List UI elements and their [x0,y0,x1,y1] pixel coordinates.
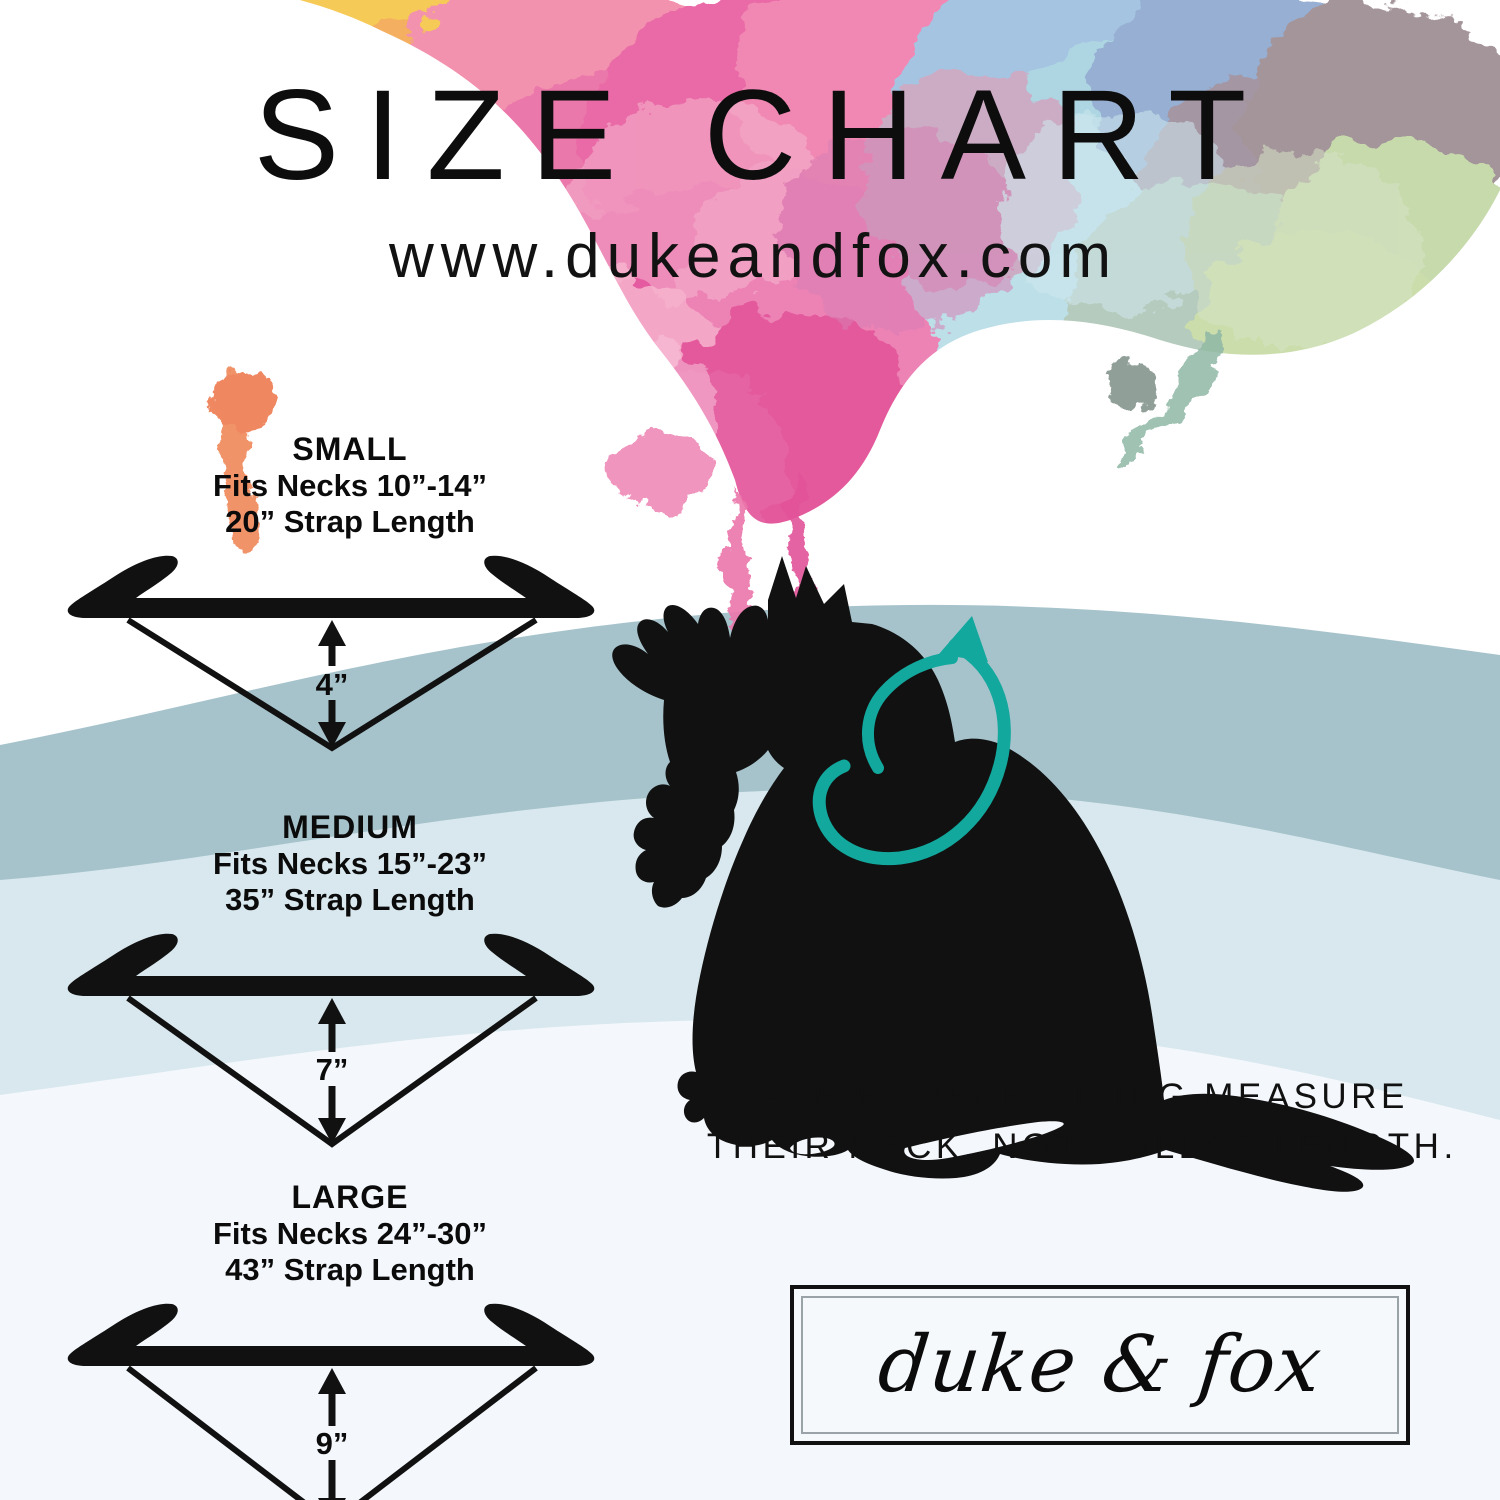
drop-arrowhead-up [318,997,346,1024]
drop-label-medium: 7” [315,1051,349,1087]
size-strap-large: 43” Strap Length [225,1251,475,1287]
drop-arrowhead-down [318,1497,346,1500]
size-strap-medium: 35” Strap Length [225,881,475,917]
size-block-medium: MEDIUM Fits Necks 15”-23” 35” Strap Leng… [40,809,660,1165]
size-neck-medium: Fits Necks 15”-23” [213,845,487,881]
bandana-figure-medium: 7” [40,920,660,1165]
neck-measure-arrow [812,638,1011,866]
size-name-medium: MEDIUM [282,809,418,845]
neck-measure-arrowhead [939,616,988,662]
watercolor-drip-teal [1104,330,1223,467]
drop-label-large: 9” [315,1425,349,1461]
watercolor-drip-orange [210,368,278,549]
size-name-small: SMALL [292,431,408,467]
bandana-strap [67,1303,595,1366]
size-neck-small: Fits Necks 10”-14” [213,467,487,503]
drop-label-small: 4” [315,666,349,702]
dog-body-shape [612,556,1414,1192]
size-strap-small: 20” Strap Length [225,503,475,539]
caption-line-1: FOR PROPER SIZING MEASURE [755,1077,1409,1116]
brand-logo-text: duke & fox [874,1320,1326,1410]
bandana-triangle [126,1365,538,1500]
bandana-figure-large: 9” [40,1290,660,1500]
drop-arrowhead-up [318,1367,346,1394]
brand-logo-inner-border: duke & fox [801,1296,1399,1434]
sizing-instruction-caption: FOR PROPER SIZING MEASURE THEIR NECK, NO… [700,1072,1460,1171]
bandana-strap [67,933,595,996]
brand-logo-box: duke & fox [790,1285,1410,1445]
size-block-small: SMALL Fits Necks 10”-14” 20” Strap Lengt… [40,431,660,787]
bandana-figure-small: 4” [40,542,660,787]
size-block-large: LARGE Fits Necks 24”-30” 43” Strap Lengt… [40,1179,660,1500]
size-neck-large: Fits Necks 24”-30” [213,1215,487,1251]
drop-arrowhead-down [318,721,346,748]
size-name-large: LARGE [291,1179,409,1215]
drop-arrowhead-up [318,619,346,646]
caption-line-2: THEIR NECK, NOT COLLAR LENGTH. [706,1126,1458,1166]
drop-arrowhead-down [318,1117,346,1144]
bandana-strap [67,555,595,618]
